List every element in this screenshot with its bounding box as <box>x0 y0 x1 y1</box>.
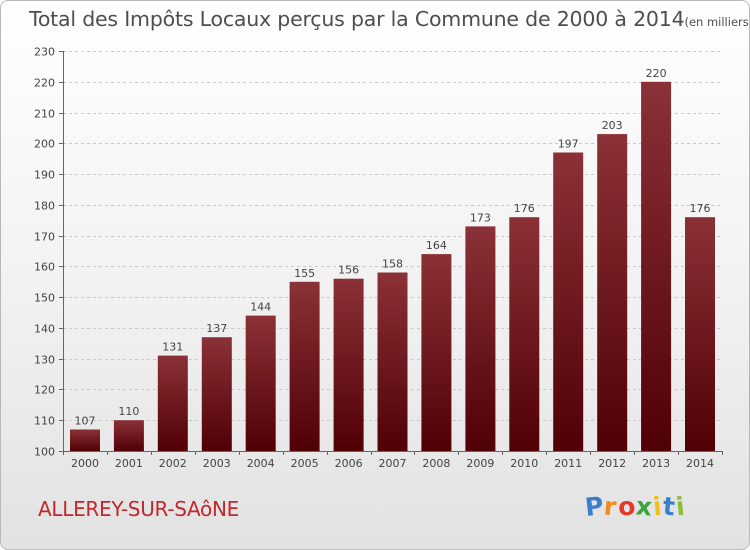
logo-letter: i <box>674 491 687 522</box>
data-label-2006: 156 <box>338 264 359 277</box>
x-tick-label-2000: 2000 <box>71 457 99 470</box>
axes: 100 110 120 130 140 150 160 170 180 190 200 210 220 2… <box>34 46 723 470</box>
x-tick-label-2006: 2006 <box>335 457 363 470</box>
data-label-2004: 144 <box>250 301 271 314</box>
bar-2010 <box>509 217 540 451</box>
y-tick-label: 160 <box>34 261 55 274</box>
y-tick-label: 170 <box>34 231 55 244</box>
y-tick-label: 130 <box>34 354 55 367</box>
data-label-2009: 173 <box>470 211 491 224</box>
x-tick-label-2004: 2004 <box>247 457 275 470</box>
bar-2004 <box>245 315 276 451</box>
bars <box>70 81 715 452</box>
bar-2013 <box>641 81 672 452</box>
x-tick-label-2005: 2005 <box>291 457 319 470</box>
x-tick-label-2003: 2003 <box>203 457 231 470</box>
bar-2002 <box>157 355 188 451</box>
data-label-2003: 137 <box>206 322 227 335</box>
bar-2000 <box>70 429 100 451</box>
y-tick-label: 140 <box>34 323 55 336</box>
commune-name: ALLEREY-SUR-SAôNE <box>38 497 239 521</box>
chart-unit-note: (en milliers d'€) <box>684 15 749 29</box>
chart-title: Total des Impôts Locaux perçus par la Co… <box>29 7 749 31</box>
bar-2007 <box>377 272 408 451</box>
x-tick-label-2008: 2008 <box>422 457 450 470</box>
bar-2003 <box>201 337 232 451</box>
proxiti-logo[interactable]: Proxiti <box>584 491 687 522</box>
y-tick-label: 200 <box>34 138 55 151</box>
bar-2011 <box>553 152 584 451</box>
x-tick-label-2012: 2012 <box>598 457 626 470</box>
data-label-2000: 107 <box>75 415 96 428</box>
x-tick-label-2014: 2014 <box>686 457 714 470</box>
y-tick-label: 210 <box>34 108 55 121</box>
data-label-2008: 164 <box>426 239 447 252</box>
y-tick-label: 100 <box>34 446 55 459</box>
y-tick-label: 230 <box>34 46 55 59</box>
x-tick-label-2013: 2013 <box>642 457 670 470</box>
chart-title-text: Total des Impôts Locaux perçus par la Co… <box>29 7 685 31</box>
bar-2005 <box>289 281 320 451</box>
x-tick-label-2011: 2011 <box>554 457 582 470</box>
y-tick-label: 220 <box>34 77 55 90</box>
y-tick-label: 190 <box>34 169 55 182</box>
data-label-2007: 158 <box>382 258 403 271</box>
data-label-2001: 110 <box>118 405 139 418</box>
y-tick-label: 150 <box>34 292 55 305</box>
bar-2012 <box>597 134 628 451</box>
bar-2008 <box>421 254 452 451</box>
bar-2014 <box>685 217 715 451</box>
bar-2001 <box>113 420 144 451</box>
data-label-2013: 220 <box>646 67 667 80</box>
bar-2009 <box>465 226 496 451</box>
data-label-2011: 197 <box>558 138 579 151</box>
x-tick-label-2009: 2009 <box>466 457 494 470</box>
x-tick-label-2002: 2002 <box>159 457 187 470</box>
y-tick-label: 110 <box>34 415 55 428</box>
data-label-2010: 176 <box>514 202 535 215</box>
data-label-2005: 155 <box>294 267 315 280</box>
data-label-2012: 203 <box>602 119 623 132</box>
bar-2006 <box>333 278 364 451</box>
y-tick-label: 120 <box>34 384 55 397</box>
x-tick-label-2001: 2001 <box>115 457 143 470</box>
data-label-2002: 131 <box>162 341 183 354</box>
data-labels: 107 110 131 137 144 155 156 158 164 173 176 197 203 2… <box>75 67 711 428</box>
x-tick-label-2007: 2007 <box>379 457 407 470</box>
x-tick-label-2010: 2010 <box>510 457 538 470</box>
data-label-2014: 176 <box>690 202 711 215</box>
y-tick-label: 180 <box>34 200 55 213</box>
